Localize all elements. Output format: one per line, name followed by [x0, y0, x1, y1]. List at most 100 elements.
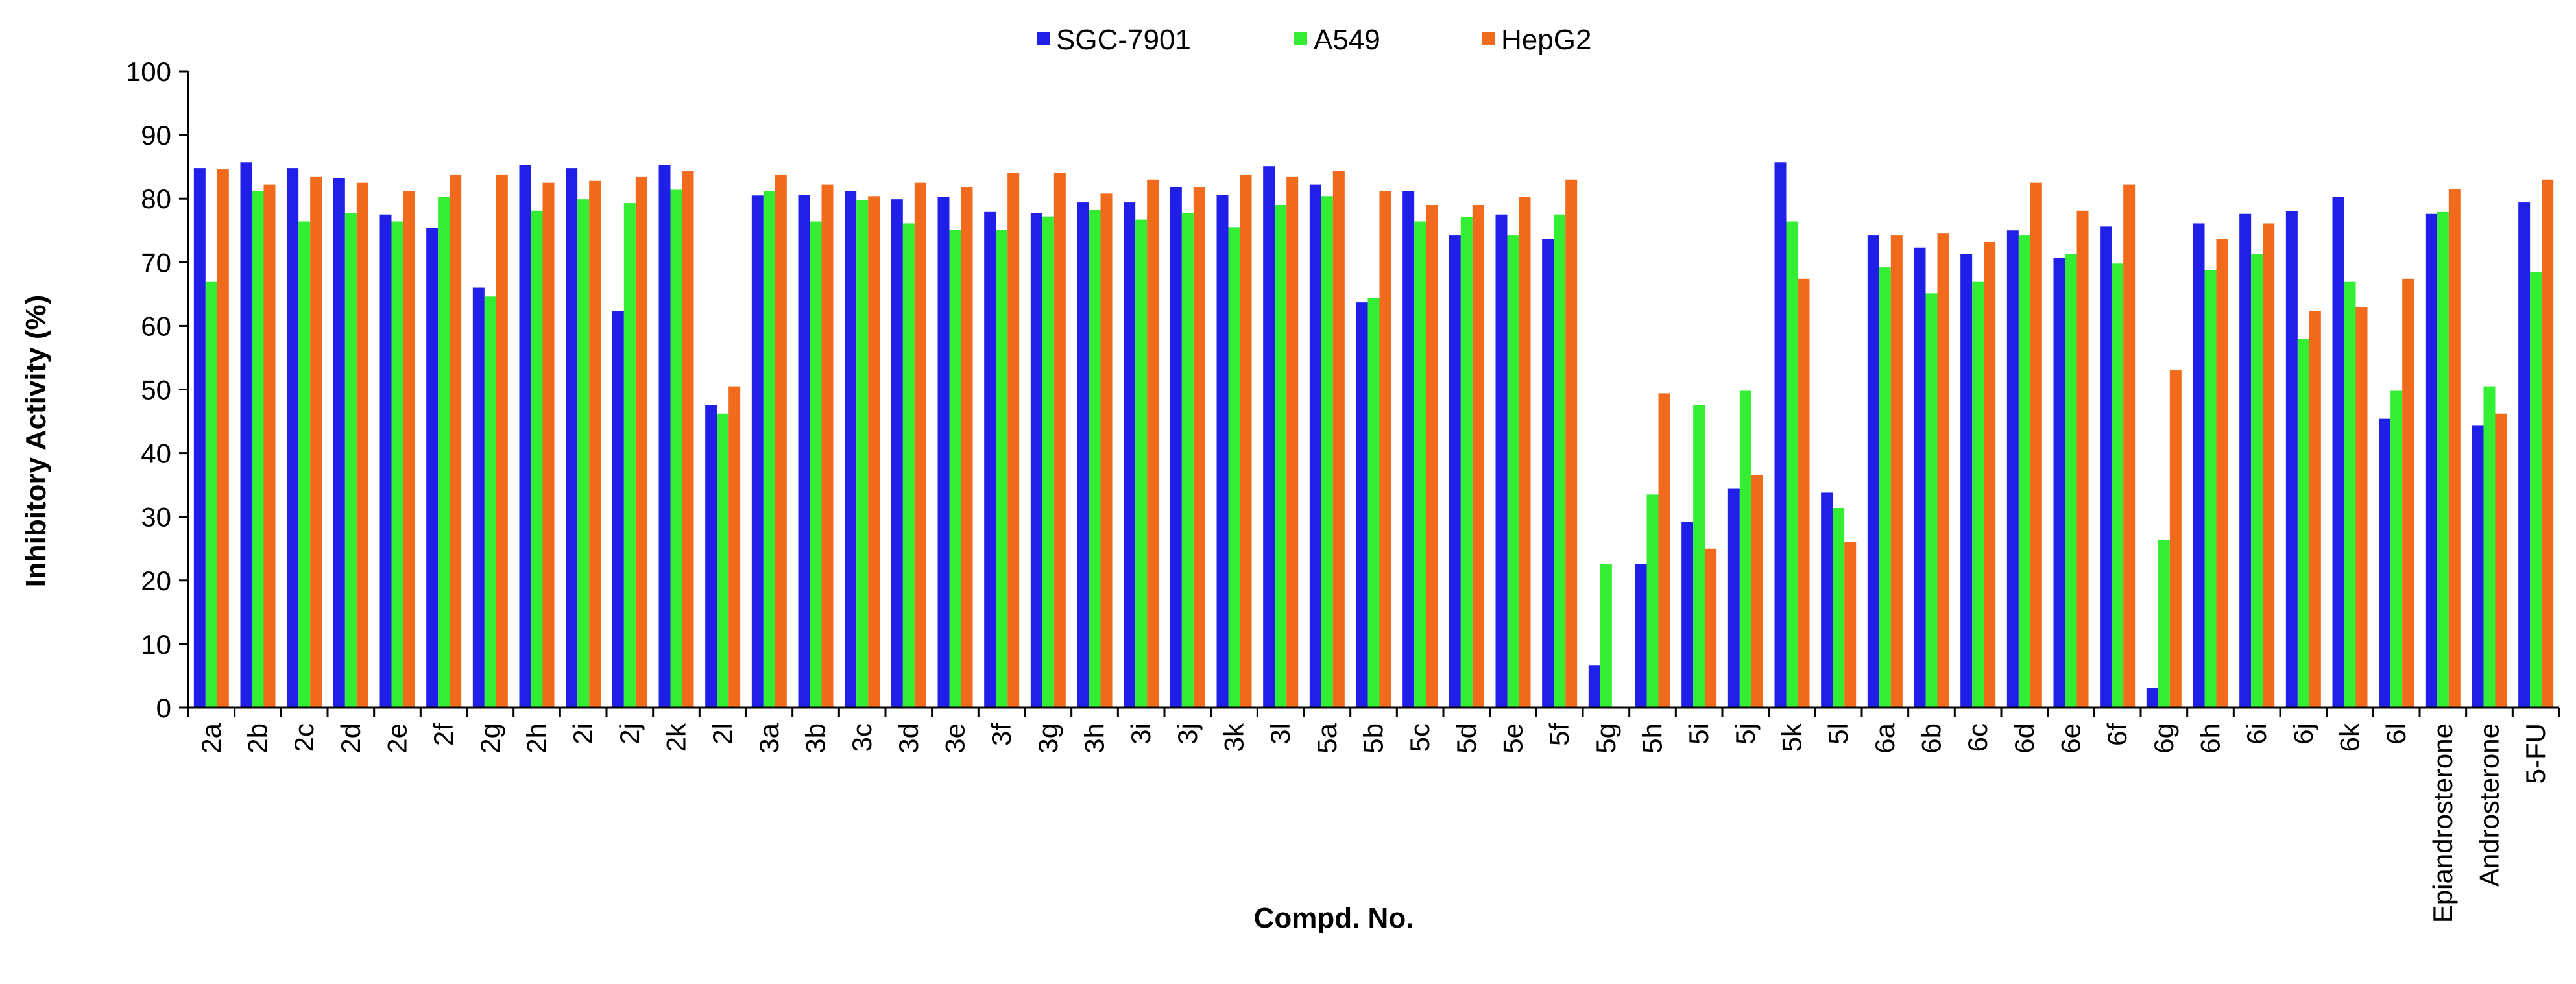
bar-sgc-7901-2f [426, 228, 439, 708]
bar-hepg2-2g [496, 174, 508, 708]
bar-sgc-7901-6k [2332, 197, 2344, 708]
x-tick-label: 6i [2241, 723, 2272, 745]
bar-sgc-7901-5a [1309, 184, 1321, 708]
bar-sgc-7901-3i [1124, 202, 1136, 708]
bar-sgc-7901-5e [1495, 214, 1508, 708]
bar-hepg2-2l [728, 386, 741, 708]
bar-sgc-7901-2a [193, 168, 206, 708]
x-tick-label: 2j [614, 723, 645, 745]
x-tick-label: 5f [1544, 723, 1574, 746]
bar-a549-6l [2390, 390, 2403, 708]
y-tick-label: 100 [126, 56, 171, 87]
bar-sgc-7901-3k [1216, 195, 1229, 708]
x-tick-label: 2f [428, 723, 459, 746]
x-tick-label: 6a [1870, 723, 1900, 753]
bar-a549-3h [1089, 210, 1101, 708]
bar-a549-2j [623, 203, 636, 708]
bar-a549-epiandrosterone [2437, 211, 2449, 708]
legend-swatch-hepg2 [1482, 32, 1495, 45]
bar-a549-6a [1879, 267, 1891, 708]
bar-hepg2-2b [263, 184, 276, 708]
x-axis-ticks: 2a 2b 2c 2d 2e 2f 2g 2h 2i 2j 2k 2l 3a 3b 3c 3d 3e 3f 3g 3h… [187, 708, 2560, 923]
x-tick-label: 5j [1730, 723, 1761, 745]
bar-hepg2-2e [403, 191, 415, 708]
bar-a549-5e [1507, 235, 1519, 708]
x-tick-label: 3a [754, 723, 784, 753]
x-tick-label: 5a [1312, 723, 1342, 753]
x-tick-label: 2d [335, 723, 366, 754]
bar-hepg2-6f [2123, 184, 2136, 708]
x-tick-label: 6h [2195, 723, 2226, 754]
bar-hepg2-6i [2263, 223, 2275, 708]
x-tick-label: 6l [2381, 723, 2411, 745]
bar-hepg2-3l [1286, 176, 1299, 708]
bar-a549-2k [670, 189, 682, 708]
y-tick-label: 40 [141, 438, 171, 469]
bar-sgc-7901-6f [2100, 226, 2112, 708]
x-tick-label: 2h [522, 723, 552, 754]
bar-a549-3k [1228, 227, 1240, 708]
bar-sgc-7901-5d [1449, 235, 1461, 708]
x-tick-label: 5h [1637, 723, 1668, 754]
bar-hepg2-6a [1890, 235, 1903, 708]
bar-hepg2-3a [775, 174, 787, 708]
bar-a549-5-fu [2530, 272, 2542, 708]
y-tick-label: 50 [141, 375, 171, 405]
x-tick-label: 6c [1962, 723, 1993, 752]
bar-hepg2-5h [1658, 393, 1670, 708]
x-tick-label: 5k [1777, 723, 1807, 752]
bar-sgc-7901-6h [2193, 223, 2205, 708]
x-tick-label: 2k [661, 723, 692, 752]
y-tick-label: 20 [141, 566, 171, 596]
y-axis-title-group: Inhibitory Activity (%) [20, 295, 52, 588]
bar-sgc-7901-2i [566, 168, 578, 708]
bar-sgc-7901-5c [1402, 191, 1415, 708]
bar-sgc-7901-5k [1774, 162, 1787, 708]
bar-hepg2-3h [1100, 193, 1113, 708]
bar-hepg2-6d [2030, 182, 2042, 708]
x-tick-label: 5-FU [2520, 723, 2551, 784]
bar-sgc-7901-5h [1635, 564, 1647, 708]
bar-a549-3a [763, 191, 775, 708]
bar-hepg2-3d [914, 182, 926, 708]
bar-a549-6b [1925, 293, 1938, 708]
bar-sgc-7901-6d [2006, 230, 2019, 708]
bar-sgc-7901-5b [1356, 302, 1368, 708]
bar-hepg2-androsterone [2495, 413, 2507, 708]
legend-swatch-sgc-7901 [1037, 32, 1050, 45]
x-tick-label: 3d [893, 723, 924, 754]
bar-sgc-7901-androsterone [2472, 425, 2484, 708]
bar-sgc-7901-3b [798, 195, 810, 708]
bar-a549-2a [205, 281, 217, 708]
x-tick-label: 3i [1125, 723, 1156, 745]
x-tick-label: 3b [800, 723, 831, 754]
bar-sgc-7901-6b [1914, 247, 1926, 708]
x-tick-label: 6g [2149, 723, 2179, 754]
bar-a549-2h [531, 210, 543, 708]
bar-hepg2-2i [589, 180, 601, 708]
x-tick-label: 2g [475, 723, 505, 754]
x-tick-label: 3l [1265, 723, 1295, 745]
x-tick-label: 6d [2009, 723, 2040, 754]
bar-a549-2l [717, 413, 729, 708]
bar-hepg2-5d [1472, 205, 1484, 708]
bar-sgc-7901-5i [1681, 522, 1694, 708]
bar-sgc-7901-6a [1867, 235, 1879, 708]
legend-label: HepG2 [1501, 24, 1591, 56]
bar-hepg2-2f [450, 174, 462, 708]
bar-a549-5b [1367, 298, 1380, 708]
y-tick-label: 90 [141, 120, 171, 150]
bar-a549-3i [1135, 219, 1148, 708]
bar-sgc-7901-epiandrosterone [2425, 213, 2437, 708]
bar-sgc-7901-3f [984, 211, 996, 708]
bar-a549-5c [1414, 221, 1426, 708]
bar-sgc-7901-5f [1542, 239, 1554, 708]
bar-hepg2-5b [1379, 191, 1391, 708]
x-tick-label: 2e [382, 723, 413, 754]
bar-hepg2-6h [2216, 239, 2228, 708]
bar-a549-3f [996, 230, 1008, 708]
bar-sgc-7901-6g [2146, 688, 2158, 708]
bar-a549-6f [2112, 263, 2124, 708]
x-tick-label: 3c [847, 723, 877, 752]
